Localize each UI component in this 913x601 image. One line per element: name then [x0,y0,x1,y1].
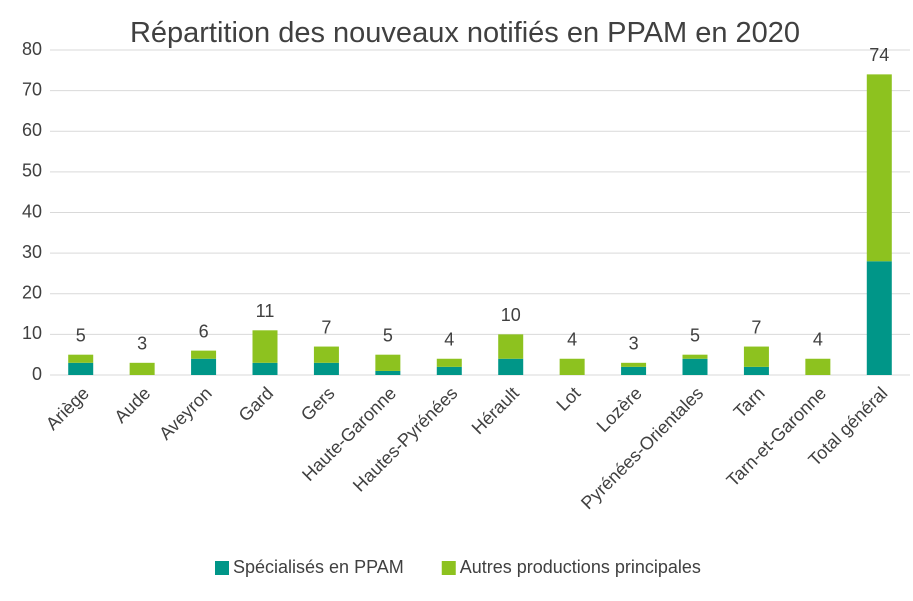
bar-segment [559,358,585,375]
total-label: 11 [256,301,275,321]
legend-swatch [215,561,229,575]
total-label: 4 [813,330,823,350]
x-tick-label: Ariège [42,383,93,434]
bar-segment [682,358,708,375]
x-tick-label: Aude [110,383,154,427]
total-label: 4 [444,330,454,350]
x-tick-label: Aveyron [155,383,216,444]
bar-segment [436,358,462,367]
y-tick-label: 50 [22,161,42,181]
bar-segment [375,370,401,375]
bar-segment [68,354,94,363]
total-label: 3 [137,334,147,354]
bar-segment [866,261,892,375]
bar-segment [743,366,769,375]
y-tick-label: 20 [22,283,42,303]
bar-segment [313,362,339,375]
x-tick-label: Gard [235,383,277,425]
total-label: 5 [383,325,393,345]
bar-segment [313,346,339,363]
bar-segment [743,346,769,367]
bar-segment [252,362,278,375]
x-tick-label: Gers [297,383,339,425]
total-label: 74 [869,45,889,65]
bar-segment [375,354,401,371]
bar-segment [621,366,647,375]
bar-segment [68,362,94,375]
x-tick-label: Hérault [468,383,523,438]
bar-segment [621,362,647,367]
x-tick-label: Pyrénées-Orientales [577,383,707,513]
legend-label: Autres productions principales [460,557,701,577]
total-label: 3 [629,334,639,354]
x-tick-label: Tarn [730,383,769,422]
bar-segment [682,354,708,359]
y-tick-label: 0 [32,364,42,384]
legend-label: Spécialisés en PPAM [233,557,404,577]
x-tick-label: Lot [552,383,584,415]
y-tick-label: 70 [22,79,42,99]
y-tick-label: 60 [22,120,42,140]
y-tick-label: 10 [22,323,42,343]
bar-segment [129,362,155,375]
total-label: 5 [76,325,86,345]
total-label: 10 [501,305,521,325]
chart-title: Répartition des nouveaux notifiés en PPA… [123,17,807,49]
y-tick-label: 80 [22,39,42,59]
bar-segment [805,358,831,375]
x-tick-label: Lozère [593,383,646,436]
x-tick-label: Hautes-Pyrénées [349,383,461,495]
chart-title-box: Répartition des nouveaux notifiés en PPA… [105,10,825,57]
y-tick-label: 40 [22,201,42,221]
total-label: 6 [199,321,209,341]
total-label: 7 [751,317,761,337]
bar-segment [191,358,217,375]
bar-segment [498,334,524,359]
bar-segment [498,358,524,375]
y-tick-label: 30 [22,242,42,262]
bar-segment [866,74,892,262]
legend-swatch [441,561,456,575]
total-label: 7 [321,317,331,337]
total-label: 5 [690,325,700,345]
bar-segment [191,350,217,359]
bar-segment [252,330,278,363]
bar-segment [436,366,462,375]
total-label: 4 [567,330,577,350]
